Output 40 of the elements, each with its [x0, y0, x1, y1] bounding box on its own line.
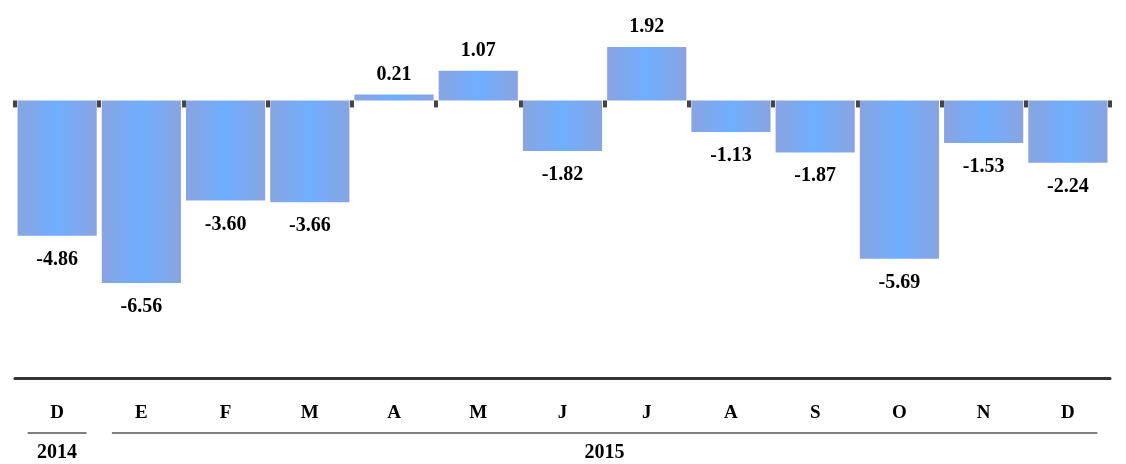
x-tick-label: S [809, 401, 821, 422]
x-tick-label: E [135, 401, 148, 422]
data-label: -3.66 [288, 213, 331, 236]
bar [17, 100, 97, 236]
x-tick-label: J [641, 401, 652, 422]
data-label: -4.86 [36, 246, 78, 269]
bar [944, 100, 1024, 144]
x-tick-label: D [1061, 401, 1075, 422]
bar [775, 100, 855, 153]
bar [101, 100, 181, 283]
data-label: -5.69 [878, 269, 921, 292]
bar [691, 100, 771, 132]
x-tick-label: M [300, 401, 319, 422]
data-label: 1.07 [460, 37, 496, 60]
bar [270, 100, 350, 203]
x-tick-label: D [50, 401, 64, 422]
x-tick-label: N [976, 401, 991, 422]
data-label: -1.87 [794, 163, 837, 186]
x-tick-label: A [387, 401, 402, 422]
data-label: -2.24 [1047, 173, 1089, 196]
text: 2015 [584, 440, 625, 462]
x-tick-label: M [469, 401, 488, 422]
data-label: -1.13 [710, 142, 752, 165]
x-tick-label: F [219, 401, 232, 422]
data-label: -3.60 [204, 211, 247, 234]
bar [859, 100, 940, 259]
bar [1028, 100, 1108, 163]
data-label: -1.53 [962, 154, 1005, 177]
text: 2014 [37, 440, 78, 462]
data-label: -6.56 [120, 294, 163, 316]
data-label: 0.21 [376, 61, 412, 84]
data-label: -1.82 [541, 162, 584, 185]
bar [438, 70, 518, 101]
data-label: 1.92 [629, 14, 665, 36]
bar [607, 47, 687, 101]
x-tick-label: O [892, 401, 907, 422]
bar [522, 100, 603, 152]
x-tick-label: A [724, 401, 739, 422]
bar [185, 100, 266, 201]
x-tick-label: J [557, 401, 568, 422]
